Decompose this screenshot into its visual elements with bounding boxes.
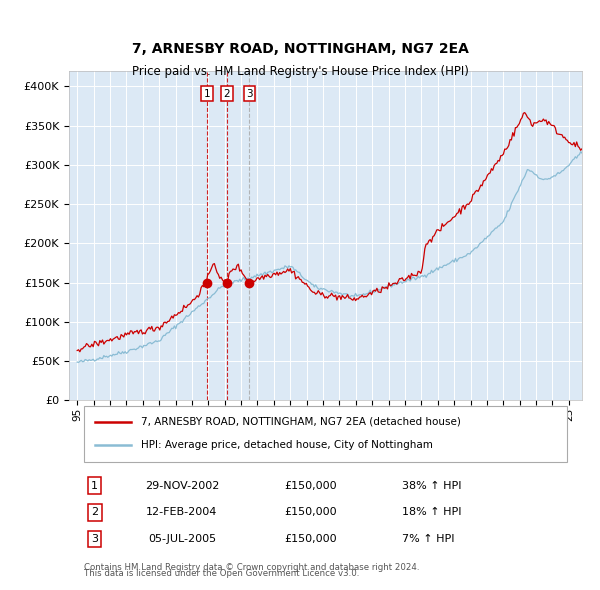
Text: £150,000: £150,000 xyxy=(284,534,337,544)
Text: 3: 3 xyxy=(246,89,253,99)
Text: HPI: Average price, detached house, City of Nottingham: HPI: Average price, detached house, City… xyxy=(141,440,433,450)
Text: 12-FEB-2004: 12-FEB-2004 xyxy=(146,507,218,517)
Text: £150,000: £150,000 xyxy=(284,507,337,517)
Text: £150,000: £150,000 xyxy=(284,481,337,491)
Text: 29-NOV-2002: 29-NOV-2002 xyxy=(145,481,219,491)
Text: 18% ↑ HPI: 18% ↑ HPI xyxy=(403,507,462,517)
Text: 1: 1 xyxy=(91,481,98,491)
Text: 2: 2 xyxy=(91,507,98,517)
Text: 7, ARNESBY ROAD, NOTTINGHAM, NG7 2EA: 7, ARNESBY ROAD, NOTTINGHAM, NG7 2EA xyxy=(131,42,469,56)
Text: 7% ↑ HPI: 7% ↑ HPI xyxy=(403,534,455,544)
Text: 3: 3 xyxy=(91,534,98,544)
Text: Price paid vs. HM Land Registry's House Price Index (HPI): Price paid vs. HM Land Registry's House … xyxy=(131,65,469,78)
Text: 05-JUL-2005: 05-JUL-2005 xyxy=(148,534,216,544)
Text: 7, ARNESBY ROAD, NOTTINGHAM, NG7 2EA (detached house): 7, ARNESBY ROAD, NOTTINGHAM, NG7 2EA (de… xyxy=(141,417,461,427)
Text: Contains HM Land Registry data © Crown copyright and database right 2024.: Contains HM Land Registry data © Crown c… xyxy=(85,563,420,572)
Text: 38% ↑ HPI: 38% ↑ HPI xyxy=(403,481,462,491)
Text: 2: 2 xyxy=(223,89,230,99)
FancyBboxPatch shape xyxy=(85,405,566,463)
Text: This data is licensed under the Open Government Licence v3.0.: This data is licensed under the Open Gov… xyxy=(85,569,360,578)
Text: 1: 1 xyxy=(203,89,210,99)
